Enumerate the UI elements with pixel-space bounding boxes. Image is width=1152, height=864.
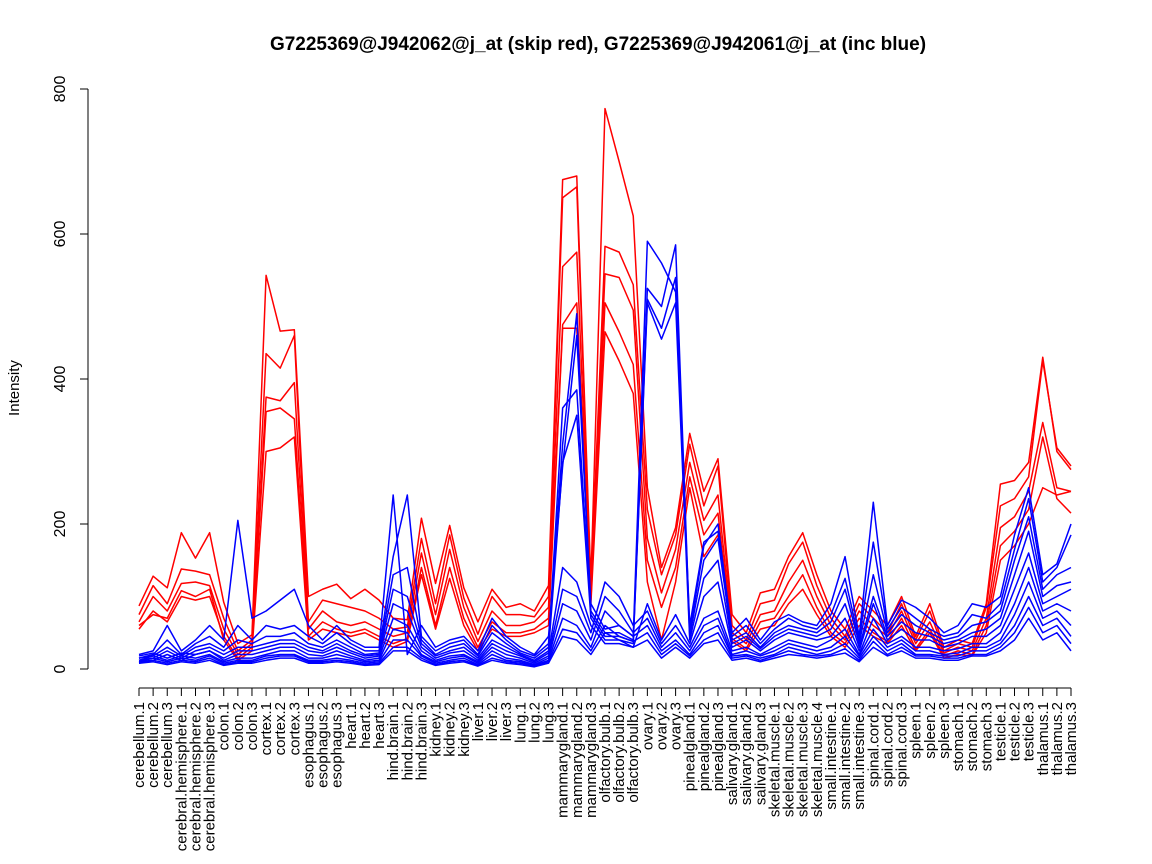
- x-tick-label: thalamus.3: [1063, 702, 1080, 775]
- x-tick-label: pinealgland.3: [710, 702, 727, 791]
- x-tick-label: esophagus.2: [315, 702, 332, 788]
- x-tick-label: skeletal.muscle.3: [795, 702, 812, 817]
- x-tick-label: kidney.2: [442, 702, 459, 757]
- x-axis: cerebellum.1cerebellum.2cerebellum.3cere…: [131, 687, 1080, 851]
- x-tick-label: esophagus.3: [329, 702, 346, 788]
- x-tick-label: cerebellum.1: [131, 702, 148, 788]
- x-tick-label: stomach.2: [964, 702, 981, 771]
- x-tick-label: salivary.gland.1: [724, 702, 741, 805]
- x-tick-label: thalamus.1: [1035, 702, 1052, 775]
- series-line-inc-blue-5: [138, 552, 1072, 664]
- x-tick-label: cerebral.hemisphere.3: [202, 702, 219, 851]
- x-tick-label: pinealgland.1: [682, 702, 699, 791]
- chart-title: G7225369@J942062@j_at (skip red), G72253…: [270, 34, 926, 55]
- x-tick-label: pinealgland.2: [696, 702, 713, 791]
- x-tick-label: lung.2: [526, 702, 543, 743]
- x-tick-label: mammarygland.2: [569, 702, 586, 818]
- x-tick-label: colon.1: [216, 702, 233, 750]
- y-tick-label: 600: [52, 221, 69, 248]
- x-tick-label: stomach.1: [950, 702, 967, 771]
- y-tick-label: 200: [52, 511, 69, 538]
- x-tick-label: hind.brain.3: [413, 702, 430, 780]
- series-line-skip-red-1: [138, 107, 1072, 648]
- y-tick-label: 800: [52, 76, 69, 103]
- x-tick-label: heart.2: [357, 702, 374, 749]
- x-tick-label: small.intestine.3: [851, 702, 868, 810]
- series-line-inc-blue-7: [138, 581, 1072, 666]
- x-tick-label: skeletal.muscle.1: [766, 702, 783, 817]
- x-tick-label: hind.brain.1: [385, 702, 402, 780]
- series-line-skip-red-3: [138, 251, 1072, 656]
- series-line-skip-red-4: [138, 302, 1072, 659]
- series-line-inc-blue-4: [138, 302, 1072, 663]
- series-line-inc-blue-3: [138, 276, 1072, 662]
- x-tick-label: cortex.3: [286, 702, 303, 755]
- x-tick-label: cerebral.hemisphere.1: [173, 702, 190, 851]
- x-tick-label: liver.2: [484, 702, 501, 741]
- x-tick-label: mammarygland.3: [583, 702, 600, 818]
- x-tick-label: ovary.1: [639, 702, 656, 750]
- x-tick-label: skeletal.muscle.2: [781, 702, 798, 817]
- x-tick-label: lung.3: [541, 702, 558, 743]
- x-tick-label: small.intestine.2: [837, 702, 854, 810]
- x-tick-label: testicle.2: [1007, 702, 1024, 761]
- x-tick-label: spinal.cord.3: [894, 702, 911, 787]
- x-tick-label: spleen.3: [936, 702, 953, 759]
- x-tick-label: salivary.gland.3: [752, 702, 769, 805]
- x-tick-label: cortex.1: [258, 702, 275, 755]
- series-line-inc-blue-8: [138, 595, 1072, 667]
- x-tick-label: cerebellum.2: [145, 702, 162, 788]
- x-tick-label: cerebral.hemisphere.2: [187, 702, 204, 851]
- series-line-inc-blue-6: [138, 566, 1072, 664]
- x-tick-label: colon.3: [244, 702, 261, 750]
- x-tick-label: colon.2: [230, 702, 247, 750]
- x-tick-label: thalamus.2: [1049, 702, 1066, 775]
- x-tick-label: olfactory.bulb.2: [611, 702, 628, 803]
- x-tick-label: esophagus.1: [300, 702, 317, 788]
- series-line-inc-blue-9: [138, 606, 1072, 667]
- x-tick-label: olfactory.bulb.1: [597, 702, 614, 803]
- x-tick-label: spleen.2: [922, 702, 939, 759]
- x-tick-label: ovary.2: [653, 702, 670, 750]
- y-tick-label: 400: [52, 366, 69, 393]
- x-tick-label: spleen.1: [908, 702, 925, 759]
- y-axis: 0 200 400 600 800: [52, 76, 89, 673]
- x-tick-label: heart.1: [343, 702, 360, 749]
- y-axis-label: Intensity: [6, 360, 23, 416]
- x-tick-label: small.intestine.1: [823, 702, 840, 810]
- x-tick-label: testicle.1: [992, 702, 1009, 761]
- series-line-inc-blue-10: [138, 617, 1072, 668]
- x-tick-label: cerebellum.3: [159, 702, 176, 788]
- x-tick-label: kidney.1: [428, 702, 445, 757]
- x-tick-label: skeletal.muscle.4: [809, 702, 826, 817]
- x-tick-label: spinal.cord.1: [865, 702, 882, 787]
- x-tick-label: liver.1: [470, 702, 487, 741]
- x-tick-label: kidney.3: [456, 702, 473, 757]
- x-tick-label: cortex.2: [272, 702, 289, 755]
- x-tick-label: heart.3: [371, 702, 388, 749]
- y-tick-label: 0: [52, 664, 69, 673]
- plot-lines: [138, 107, 1072, 668]
- x-tick-label: hind.brain.2: [399, 702, 416, 780]
- x-tick-label: ovary.3: [668, 702, 685, 750]
- x-tick-label: salivary.gland.2: [738, 702, 755, 805]
- x-tick-label: liver.3: [498, 702, 515, 741]
- x-tick-label: lung.1: [512, 702, 529, 743]
- series-line-inc-blue-1: [138, 240, 1072, 656]
- x-tick-label: spinal.cord.2: [879, 702, 896, 787]
- x-tick-label: mammarygland.1: [555, 702, 572, 818]
- x-tick-label: stomach.3: [978, 702, 995, 771]
- x-tick-label: testicle.3: [1021, 702, 1038, 761]
- x-tick-label: olfactory.bulb.3: [625, 702, 642, 803]
